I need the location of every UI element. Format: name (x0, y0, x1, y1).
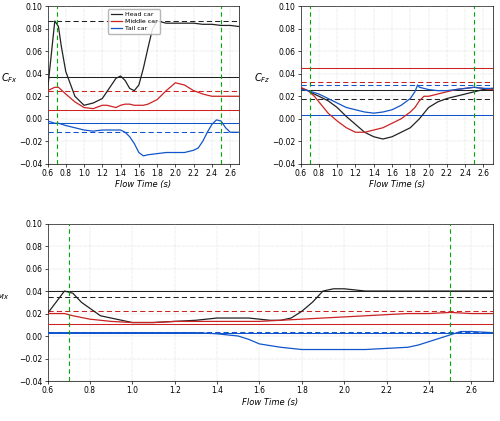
Y-axis label: $C_{Mx}$: $C_{Mx}$ (0, 288, 10, 302)
Y-axis label: $C_{Fz}$: $C_{Fz}$ (254, 71, 270, 85)
X-axis label: Flow Time (s): Flow Time (s) (368, 180, 424, 189)
Y-axis label: $C_{Fx}$: $C_{Fx}$ (0, 71, 18, 85)
X-axis label: Flow Time (s): Flow Time (s) (116, 180, 172, 189)
X-axis label: Flow Time (s): Flow Time (s) (242, 398, 298, 407)
Legend: Head car, Middle car, Tail car: Head car, Middle car, Tail car (108, 9, 160, 34)
